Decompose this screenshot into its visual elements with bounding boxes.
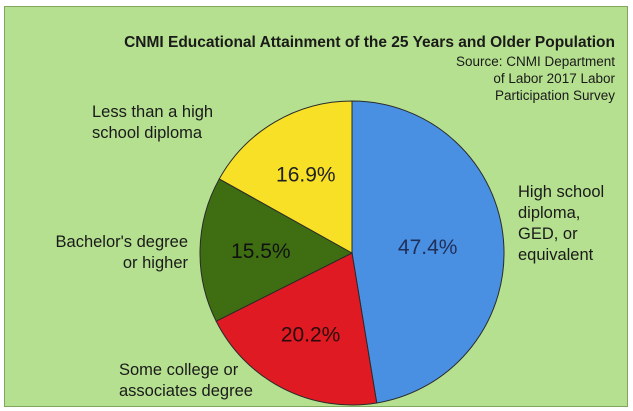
category-label-line: Less than a high	[92, 103, 213, 121]
value-label-some-college: 20.2%	[281, 323, 341, 346]
category-label-line: or higher	[123, 254, 189, 272]
category-label-line: diploma,	[518, 204, 580, 222]
pie-value-labels: 47.4% 20.2% 15.5% 16.9%	[231, 163, 457, 346]
chart-frame: CNMI Educational Attainment of the 25 Ye…	[4, 6, 628, 407]
value-label-high-school: 47.4%	[398, 236, 458, 259]
pie-slices	[199, 100, 505, 406]
value-label-less-than-high-school: 16.9%	[276, 163, 336, 186]
pie-category-labels: High school diploma, GED, or equivalent Some…	[56, 103, 605, 400]
category-label-high-school: High school diploma, GED, or equivalent	[518, 183, 604, 264]
category-label-line: Some college or	[119, 361, 239, 379]
category-label-less-than-high-school: Less than a high school diploma	[92, 103, 213, 142]
category-label-line: High school	[518, 183, 604, 201]
category-label-line: associates degree	[119, 382, 253, 400]
category-label-line: school diploma	[92, 124, 203, 142]
source-line-1: Source: CNMI Department	[456, 54, 615, 69]
category-label-some-college: Some college or associates degree	[119, 361, 253, 400]
source-line-2: of Labor 2017 Labor	[493, 71, 615, 86]
pie-slice-less-than-high-school	[218, 100, 353, 254]
category-label-line: GED, or	[518, 225, 578, 243]
value-label-bachelors: 15.5%	[231, 240, 291, 263]
category-label-line: equivalent	[518, 246, 594, 264]
pie-slice-high-school	[351, 100, 505, 404]
chart-title: CNMI Educational Attainment of the 25 Ye…	[124, 34, 615, 51]
category-label-line: Bachelor's degree	[56, 233, 188, 251]
pie-slice-bachelors	[199, 178, 354, 322]
pie-chart: CNMI Educational Attainment of the 25 Ye…	[56, 34, 615, 406]
source-line-3: Participation Survey	[495, 88, 615, 103]
pie-slice-some-college	[215, 252, 378, 406]
category-label-bachelors: Bachelor's degree or higher	[56, 233, 189, 272]
